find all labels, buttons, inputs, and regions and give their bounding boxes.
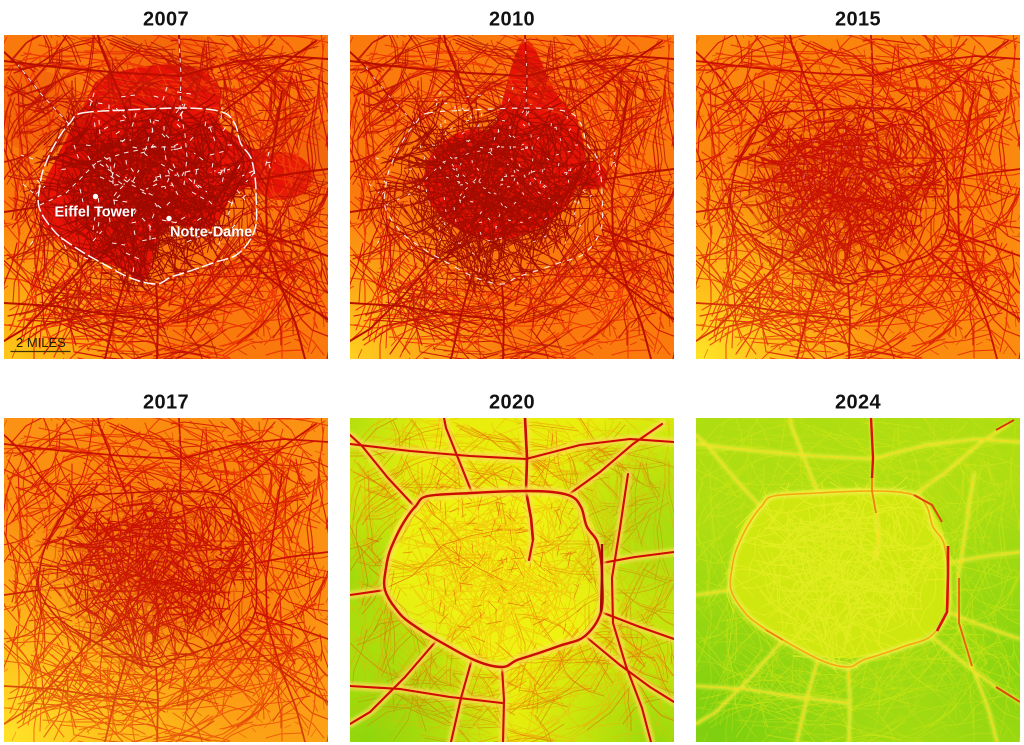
svg-text:2015: 2015 [835,9,881,31]
svg-text:Notre-Dame: Notre-Dame [170,225,252,241]
svg-text:2 MILES: 2 MILES [16,335,66,350]
svg-text:2017: 2017 [143,392,189,414]
svg-text:2024: 2024 [835,392,882,414]
svg-text:Eiffel Tower: Eiffel Tower [55,205,136,221]
svg-text:2010: 2010 [489,9,535,31]
svg-text:2007: 2007 [143,9,189,31]
svg-text:2020: 2020 [489,392,535,414]
